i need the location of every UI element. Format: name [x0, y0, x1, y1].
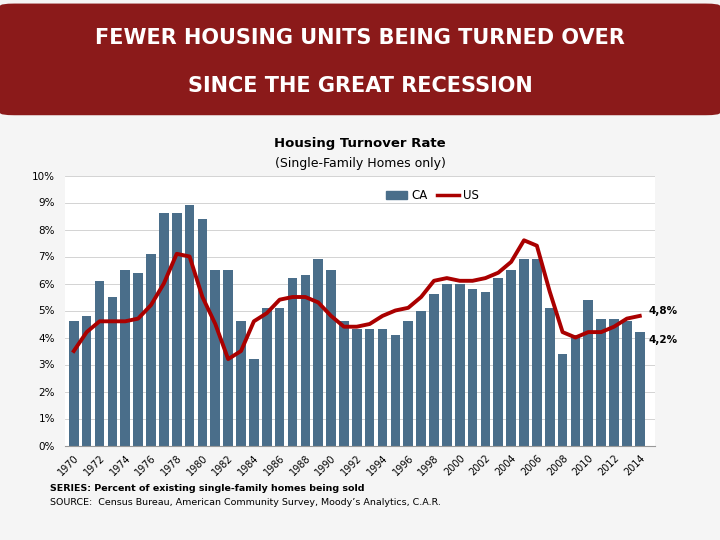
Bar	[365, 329, 374, 445]
Bar	[532, 259, 541, 446]
Bar	[622, 321, 631, 446]
FancyBboxPatch shape	[0, 4, 720, 115]
Bar	[352, 329, 361, 445]
Bar	[455, 284, 464, 446]
Text: SERIES: Percent of existing single-family homes being sold: SERIES: Percent of existing single-famil…	[50, 484, 365, 493]
Text: FEWER HOUSING UNITS BEING TURNED OVER: FEWER HOUSING UNITS BEING TURNED OVER	[95, 28, 625, 48]
Bar	[133, 273, 143, 446]
Bar	[506, 270, 516, 446]
Text: SOURCE:  Census Bureau, American Community Survey, Moody’s Analytics, C.A.R.: SOURCE: Census Bureau, American Communit…	[50, 498, 441, 507]
Bar	[558, 354, 567, 445]
Bar	[95, 281, 104, 446]
Bar	[442, 284, 451, 446]
Bar	[197, 219, 207, 446]
Bar	[378, 329, 387, 445]
Bar	[635, 332, 644, 446]
Bar	[416, 310, 426, 446]
Bar	[519, 259, 528, 446]
Legend: CA, US: CA, US	[381, 184, 484, 206]
Bar	[545, 308, 554, 445]
Bar	[596, 319, 606, 445]
Bar	[223, 270, 233, 446]
Bar	[480, 292, 490, 446]
Bar	[468, 289, 477, 446]
Bar	[609, 319, 619, 445]
Bar	[262, 308, 271, 445]
Text: Housing Turnover Rate: Housing Turnover Rate	[274, 137, 446, 150]
Text: (Single-Family Homes only): (Single-Family Homes only)	[274, 157, 446, 170]
Bar	[571, 335, 580, 446]
Bar	[159, 213, 168, 446]
Bar	[185, 205, 194, 446]
Bar	[288, 278, 297, 446]
Bar	[300, 275, 310, 445]
Bar	[69, 321, 78, 446]
Bar	[390, 335, 400, 446]
Bar	[275, 308, 284, 445]
Bar	[429, 294, 438, 446]
Bar	[403, 321, 413, 446]
Bar	[120, 270, 130, 446]
Bar	[493, 278, 503, 446]
Bar	[82, 316, 91, 446]
Text: 4,8%: 4,8%	[649, 306, 678, 315]
Bar	[583, 300, 593, 446]
Bar	[249, 359, 258, 446]
Bar	[146, 254, 156, 446]
Bar	[313, 259, 323, 446]
Text: 4,2%: 4,2%	[649, 335, 678, 345]
Text: SINCE THE GREAT RECESSION: SINCE THE GREAT RECESSION	[188, 76, 532, 96]
Bar	[326, 270, 336, 446]
Bar	[236, 321, 246, 446]
Bar	[210, 270, 220, 446]
Bar	[339, 321, 348, 446]
Bar	[107, 297, 117, 445]
Bar	[172, 213, 181, 446]
